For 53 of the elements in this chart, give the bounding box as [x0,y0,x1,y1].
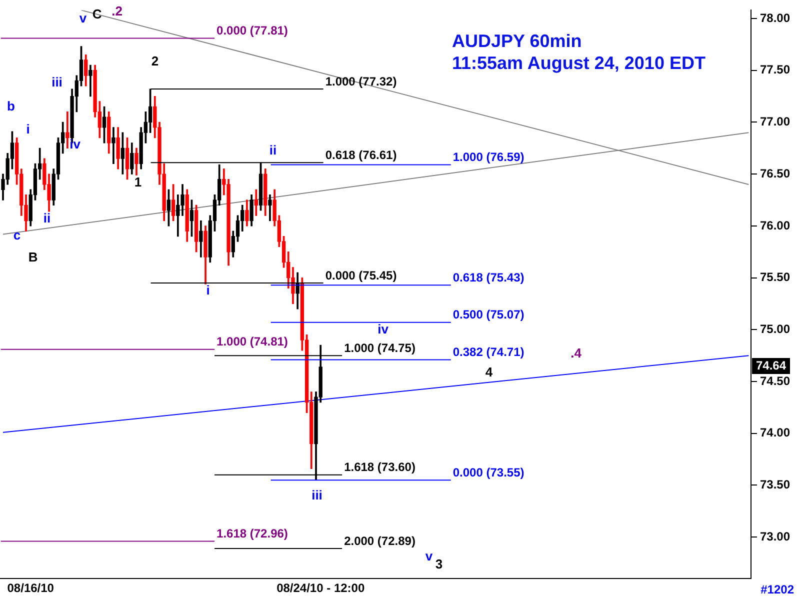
ref-line-label: 0.000 (77.81) [216,24,288,38]
y-tick-label: 73.50 [760,478,790,492]
candlestick [66,112,70,148]
y-tick-label: 78.00 [760,10,790,25]
ref-line-label: 0.500 (75.07) [452,308,524,322]
ref-line-label: 0.618 (75.43) [452,270,524,284]
y-tick-label: 77.50 [760,62,790,77]
x-tick-label: 08/16/10 [7,581,54,596]
candlestick [112,127,116,164]
ref-line-label: 1.618 (72.96) [216,526,288,541]
ref-line-label: 0.000 (73.55) [452,465,524,480]
annotation: iv [70,136,82,152]
y-tick-label: 75.50 [760,270,790,284]
text: #1202 [760,582,794,596]
annotation: 2 [151,54,159,69]
annotation: 3 [435,556,443,572]
x-tick-label: 08/24/10 - 12:00 [276,581,365,596]
y-tick-label: 74.00 [760,426,790,440]
annotation: c [13,228,21,243]
ref-line-label: 2.000 (72.89) [344,534,416,548]
y-tick-label: 74.50 [760,374,790,388]
y-tick-label: 76.00 [760,218,790,232]
y-tick-label: 75.00 [760,322,790,336]
y-tick-label: 73.00 [760,529,790,544]
ref-line-label: 0.618 (76.61) [325,148,397,162]
annotation: ii [43,210,51,226]
ref-line-label: 0.382 (74.71) [452,345,524,360]
text: AUDJPY 60min [452,31,582,51]
annotation: ii [269,142,277,158]
annotation: i [26,122,30,137]
annotation: b [7,98,16,114]
annotation: C [92,6,102,22]
annotation: i [206,282,210,298]
text: 74.64 [756,358,786,372]
annotation: v [425,548,434,564]
ref-line-label: 1.000 (74.81) [216,334,288,349]
y-tick-label: 77.00 [760,114,790,129]
annotation: 1 [134,174,142,190]
ref-line-label: 1.618 (73.60) [344,460,416,474]
annotation: B [28,250,38,265]
annotation: 4 [485,364,494,380]
ref-line-label: 0.000 (75.45) [325,268,397,282]
ref-line-label: 1.000 (77.32) [325,74,397,88]
ref-line-label: 1.000 (76.59) [452,150,524,164]
annotation: v [79,10,88,26]
annotation: iii [312,488,322,503]
annotation: .2 [112,4,122,19]
annotation: iv [378,322,390,337]
y-tick-label: 76.50 [760,166,790,180]
annotation: .4 [570,346,582,361]
annotation: iii [52,74,62,90]
text: 11:55am August 24, 2010 EDT [452,53,706,73]
ref-line-label: 1.000 (74.75) [344,340,416,355]
